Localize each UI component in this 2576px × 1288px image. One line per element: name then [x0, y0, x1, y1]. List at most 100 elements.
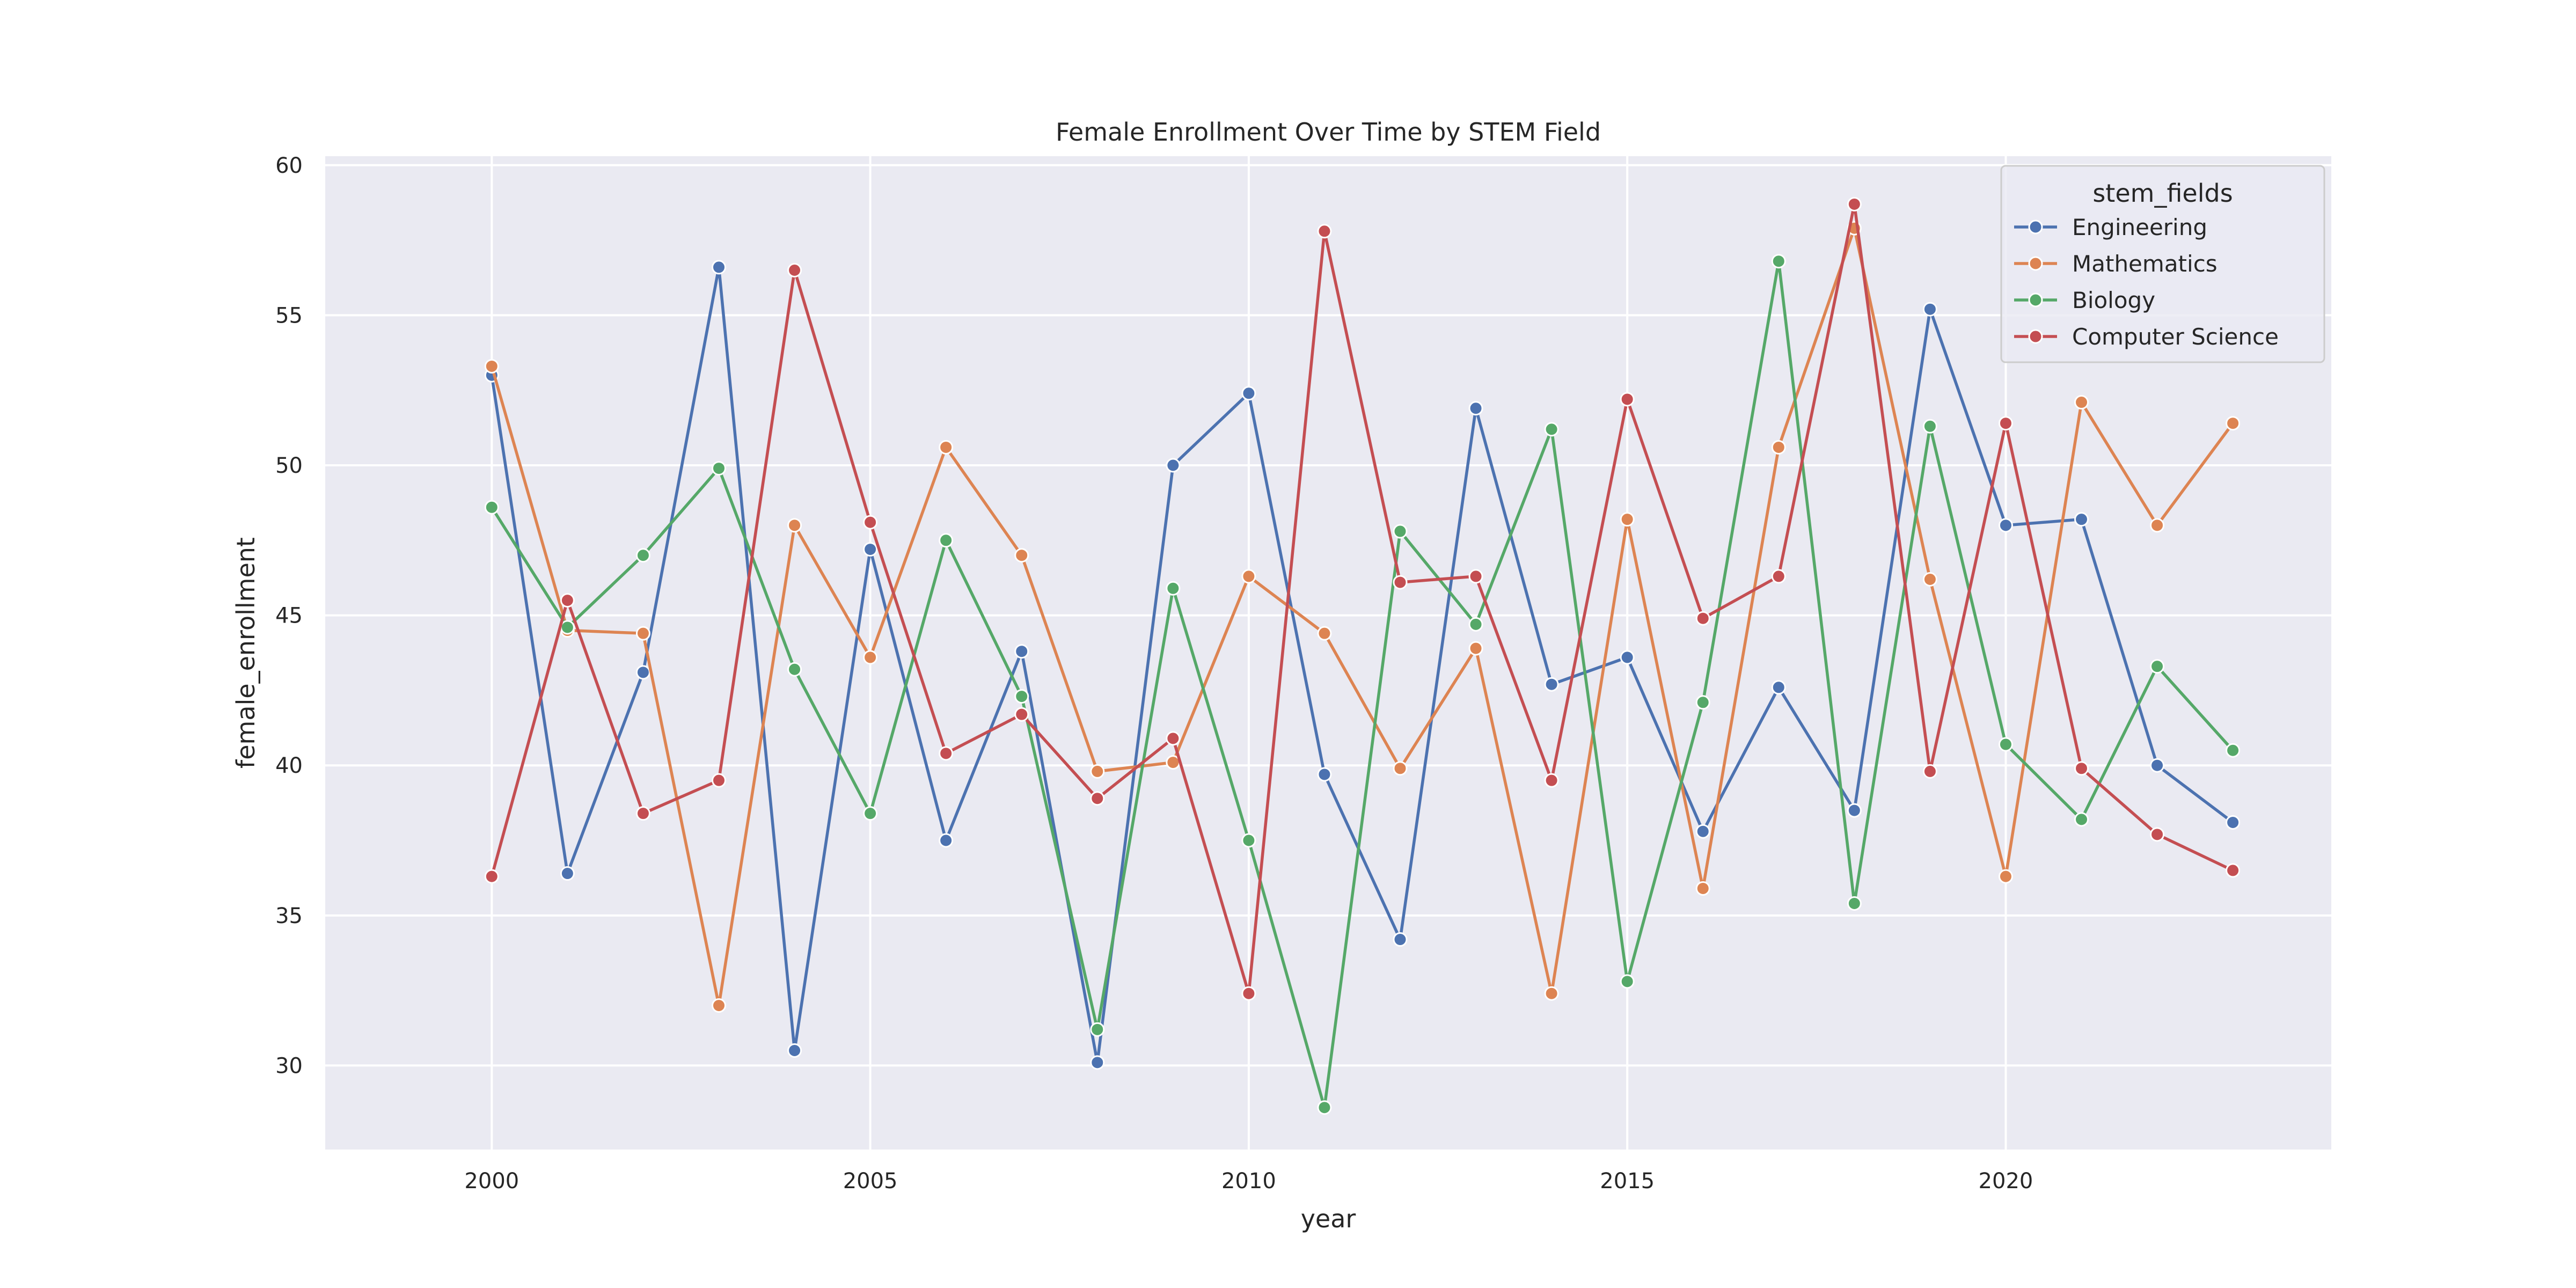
data-point [1468, 569, 1483, 584]
data-point [2150, 659, 2165, 674]
x-tick-label: 2020 [1979, 1169, 2033, 1194]
data-point [939, 833, 954, 848]
data-point [711, 461, 726, 476]
data-point [939, 533, 954, 548]
data-point [1695, 695, 1710, 710]
data-point [1317, 626, 1332, 641]
data-point [1544, 677, 1559, 692]
data-point [560, 593, 575, 608]
legend-label: Biology [2072, 287, 2155, 313]
plot-area [325, 156, 2331, 1150]
tick-labels: 2000 2005 2010 2015 2020 30 35 40 45 50 55 60 [275, 153, 2033, 1194]
series-line [490, 259, 2234, 1109]
data-point [1771, 254, 1786, 269]
data-point [1014, 644, 1029, 659]
data-point [787, 518, 802, 533]
data-point [939, 746, 954, 761]
data-point [1241, 833, 1256, 848]
data-point [1922, 302, 1937, 317]
data-point [939, 440, 954, 455]
data-point [1014, 548, 1029, 563]
data-point [484, 358, 499, 374]
data-point [1620, 512, 1635, 527]
data-point [2226, 743, 2241, 758]
data-point [1393, 575, 1408, 590]
data-point [1620, 650, 1635, 665]
y-tick-label: 55 [275, 303, 303, 328]
series-engineering [484, 260, 2241, 1070]
data-point [1393, 932, 1408, 947]
data-point [1393, 761, 1408, 776]
data-point [1317, 224, 1332, 239]
x-tick-label: 2010 [1221, 1169, 1276, 1194]
data-point [1771, 440, 1786, 455]
data-point [2226, 815, 2241, 830]
data-point [1544, 773, 1559, 788]
y-tick-label: 30 [275, 1053, 303, 1078]
data-point [1998, 869, 2013, 884]
data-point [635, 665, 650, 680]
data-point [1922, 572, 1937, 587]
data-point [560, 620, 575, 635]
data-point [1620, 974, 1635, 989]
data-point [484, 500, 499, 515]
data-point [711, 773, 726, 788]
x-tick-label: 2005 [843, 1169, 898, 1194]
data-point [1014, 689, 1029, 704]
data-point [1771, 569, 1786, 584]
x-axis-label: year [1301, 1204, 1356, 1233]
data-point [2150, 518, 2165, 533]
data-point [863, 515, 878, 530]
y-tick-label: 40 [275, 753, 303, 778]
data-point [2226, 416, 2241, 431]
data-point [863, 806, 878, 821]
data-point [1317, 1100, 1332, 1115]
chart-title: Female Enrollment Over Time by STEM Fiel… [1056, 118, 1601, 147]
legend-title: stem_fields [2092, 179, 2233, 208]
legend-box [2000, 165, 2325, 363]
data-point [863, 542, 878, 557]
y-tick-label: 50 [275, 453, 303, 478]
legend-label: Computer Science [2072, 324, 2279, 350]
data-point [1166, 581, 1181, 596]
data-point [711, 260, 726, 275]
data-point [1620, 392, 1635, 407]
data-point [1544, 986, 1559, 1001]
data-point [484, 869, 499, 884]
data-point [2074, 512, 2089, 527]
legend-label: Mathematics [2072, 251, 2218, 277]
x-tick-label: 2015 [1600, 1169, 1655, 1194]
y-axis-label: female_enrollment [231, 537, 260, 769]
data-point [635, 806, 650, 821]
data-point [2150, 827, 2165, 842]
y-tick-label: 45 [275, 604, 303, 628]
data-point [1847, 896, 1862, 911]
data-point [1166, 458, 1181, 473]
legend-swatch-marker [2028, 256, 2043, 271]
y-tick-label: 60 [275, 153, 303, 178]
data-point [1847, 196, 1862, 211]
data-point [1695, 881, 1710, 896]
data-point [2074, 812, 2089, 827]
data-point [1998, 416, 2013, 431]
data-point [1695, 611, 1710, 626]
data-point [635, 626, 650, 641]
data-point [1090, 764, 1105, 779]
data-point [1241, 569, 1256, 584]
data-point [787, 263, 802, 278]
data-point [787, 662, 802, 677]
series-computer-science [484, 196, 2241, 1001]
legend-swatch-marker [2028, 329, 2043, 344]
data-point [1468, 641, 1483, 656]
series-biology [484, 254, 2241, 1115]
series-layer [484, 196, 2241, 1115]
data-point [1468, 401, 1483, 416]
data-point [1922, 419, 1937, 434]
y-tick-label: 35 [275, 904, 303, 928]
data-point [1695, 824, 1710, 839]
data-point [2074, 395, 2089, 410]
series-line [490, 266, 2234, 1064]
legend-swatch-marker [2028, 292, 2043, 308]
data-point [787, 1043, 802, 1058]
data-point [863, 650, 878, 665]
